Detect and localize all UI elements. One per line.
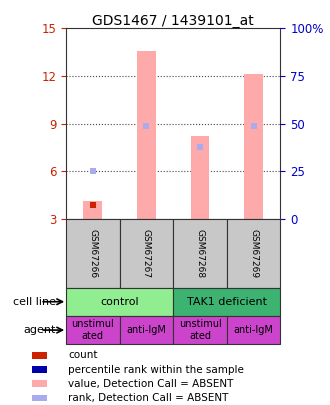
- Text: control: control: [100, 297, 139, 307]
- Bar: [66, 316, 119, 344]
- Bar: [83, 201, 102, 219]
- Text: rank, Detection Call = ABSENT: rank, Detection Call = ABSENT: [68, 393, 228, 403]
- Bar: [227, 219, 280, 288]
- Text: GSM67267: GSM67267: [142, 228, 151, 278]
- Bar: [119, 316, 173, 344]
- Text: agent: agent: [24, 325, 56, 335]
- Bar: [173, 288, 280, 316]
- Bar: [66, 288, 173, 316]
- Text: unstimul
ated: unstimul ated: [71, 319, 114, 341]
- Text: cell line: cell line: [13, 297, 56, 307]
- Text: anti-IgM: anti-IgM: [234, 325, 274, 335]
- Bar: [119, 219, 173, 288]
- Text: GDS1467 / 1439101_at: GDS1467 / 1439101_at: [92, 14, 254, 28]
- Text: value, Detection Call = ABSENT: value, Detection Call = ABSENT: [68, 379, 234, 389]
- Bar: [66, 219, 119, 288]
- Bar: [173, 316, 227, 344]
- Text: anti-IgM: anti-IgM: [126, 325, 166, 335]
- Text: unstimul
ated: unstimul ated: [179, 319, 221, 341]
- Bar: [173, 219, 227, 288]
- Bar: [32, 394, 47, 401]
- Bar: [32, 366, 47, 373]
- Text: count: count: [68, 350, 98, 360]
- Text: GSM67266: GSM67266: [88, 228, 97, 278]
- Bar: [227, 316, 280, 344]
- Text: TAK1 deficient: TAK1 deficient: [187, 297, 267, 307]
- Text: percentile rank within the sample: percentile rank within the sample: [68, 364, 244, 375]
- Text: GSM67268: GSM67268: [196, 228, 205, 278]
- Bar: [191, 136, 210, 219]
- Bar: [32, 352, 47, 359]
- Bar: [244, 75, 263, 219]
- Bar: [137, 51, 156, 219]
- Bar: [32, 380, 47, 387]
- Text: GSM67269: GSM67269: [249, 228, 258, 278]
